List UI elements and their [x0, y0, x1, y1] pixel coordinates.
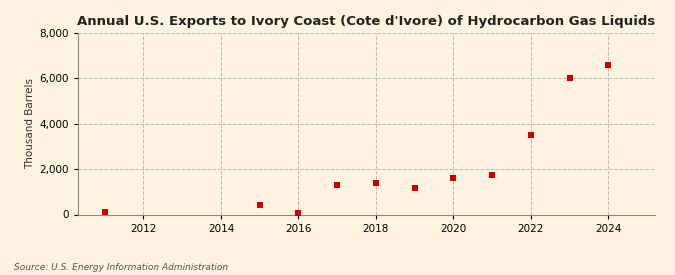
Point	[99, 210, 110, 214]
Point	[371, 181, 381, 185]
Point	[293, 211, 304, 216]
Text: Source: U.S. Energy Information Administration: Source: U.S. Energy Information Administ…	[14, 263, 227, 272]
Point	[525, 133, 536, 137]
Title: Annual U.S. Exports to Ivory Coast (Cote d'Ivore) of Hydrocarbon Gas Liquids: Annual U.S. Exports to Ivory Coast (Cote…	[77, 15, 655, 28]
Point	[603, 63, 614, 67]
Point	[487, 173, 497, 177]
Point	[564, 76, 575, 81]
Point	[448, 176, 459, 180]
Point	[331, 183, 342, 187]
Point	[409, 186, 420, 191]
Point	[254, 203, 265, 208]
Y-axis label: Thousand Barrels: Thousand Barrels	[25, 78, 35, 169]
